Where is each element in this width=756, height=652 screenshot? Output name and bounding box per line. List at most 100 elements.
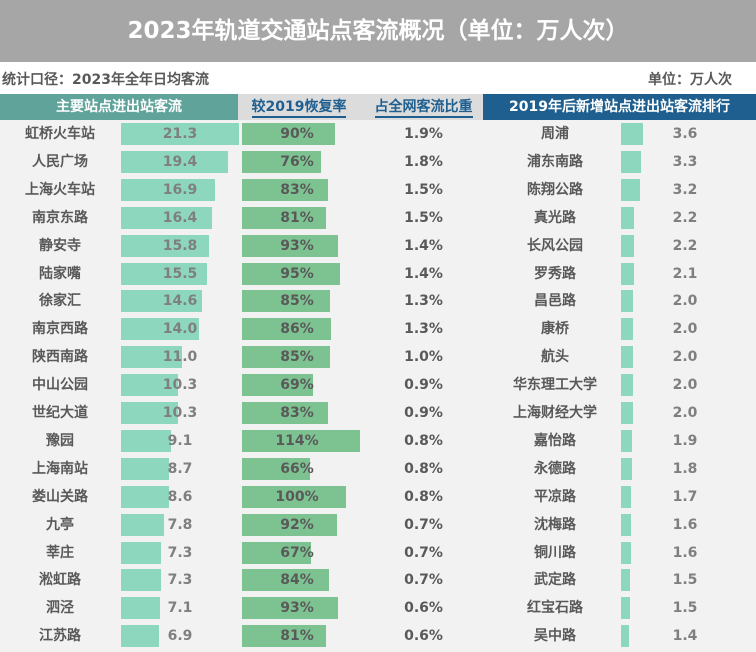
table-row: 上海火车站 16.9 83% 1.5% 陈翔公路 3.2: [0, 176, 756, 204]
recovery-value: 86%: [280, 321, 314, 338]
share-value: 0.8%: [404, 460, 443, 477]
share-value: 1.0%: [404, 349, 443, 366]
flow-value: 15.8: [162, 237, 198, 254]
table-row: 南京西路 14.0 86% 1.3% 康桥 2.0: [0, 315, 756, 343]
station-name: 娄山关路: [32, 488, 88, 505]
recovery-value: 81%: [280, 628, 314, 645]
recovery-value: 66%: [280, 460, 314, 477]
flow-bar: [121, 541, 162, 564]
new-station-name: 红宝石路: [527, 600, 583, 617]
share-value: 0.6%: [404, 628, 443, 645]
station-name: 陆家嘴: [39, 265, 81, 282]
new-station-name: 平凉路: [534, 488, 576, 505]
flow-bar: [121, 290, 202, 313]
new-flow-bar: [621, 457, 632, 480]
station-name: 世纪大道: [32, 405, 88, 421]
recovery-bar: [242, 541, 312, 564]
station-name: 徐家汇: [39, 293, 81, 310]
share-value: 0.7%: [404, 572, 443, 589]
page-title: 2023年轨道交通站点客流概况（单位：万人次）: [0, 0, 756, 62]
flow-value: 7.3: [167, 544, 193, 561]
recovery-bar: [242, 150, 321, 173]
flow-value: 10.3: [162, 405, 198, 421]
new-flow-bar: [621, 290, 633, 313]
station-name: 泗泾: [46, 600, 74, 617]
recovery-value: 114%: [275, 432, 319, 449]
share-value: 0.7%: [404, 516, 443, 533]
flow-value: 16.4: [162, 209, 198, 226]
station-name: 莘庄: [46, 544, 74, 561]
flow-bar: [121, 206, 212, 229]
new-flow-value: 2.0: [672, 293, 698, 310]
flow-bar: [121, 457, 170, 480]
new-flow-value: 1.5: [672, 572, 698, 589]
new-flow-value: 2.0: [672, 377, 698, 394]
new-flow-bar: [621, 625, 630, 648]
new-flow-bar: [621, 178, 641, 201]
share-value: 0.7%: [404, 544, 443, 561]
new-station-name: 铜川路: [534, 544, 576, 561]
new-station-name: 浦东南路: [527, 153, 583, 170]
new-flow-value: 1.7: [672, 488, 698, 505]
new-flow-bar: [621, 429, 633, 452]
flow-value: 10.3: [162, 377, 198, 394]
table-row: 泗泾 7.1 93% 0.6% 红宝石路 1.5: [0, 594, 756, 622]
recovery-value: 90%: [280, 126, 314, 142]
new-flow-value: 1.8: [672, 460, 698, 477]
flow-bar: [121, 123, 239, 145]
flow-bar: [121, 262, 207, 285]
table-row: 人民广场 19.4 76% 1.8% 浦东南路 3.3: [0, 148, 756, 176]
share-value: 0.9%: [404, 405, 443, 421]
table-row: 淞虹路 7.3 84% 0.7% 武定路 1.5: [0, 566, 756, 594]
new-flow-value: 1.5: [672, 600, 698, 617]
station-name: 南京东路: [32, 209, 88, 226]
station-name: 南京西路: [32, 321, 88, 338]
recovery-value: 93%: [280, 237, 314, 254]
new-station-name: 永德路: [534, 460, 576, 477]
share-value: 0.6%: [404, 600, 443, 617]
new-station-name: 上海财经大学: [513, 405, 597, 421]
recovery-value: 84%: [280, 572, 314, 589]
new-flow-bar: [621, 262, 634, 285]
share-value: 1.4%: [404, 237, 443, 254]
new-station-name: 航头: [541, 349, 569, 366]
recovery-bar: [242, 206, 326, 229]
table-row: 徐家汇 14.6 85% 1.3% 昌邑路 2.0: [0, 287, 756, 315]
flow-bar: [121, 429, 172, 452]
station-name: 人民广场: [32, 153, 88, 170]
new-flow-bar: [621, 485, 632, 508]
new-station-name: 吴中路: [534, 628, 576, 645]
new-station-name: 罗秀路: [534, 265, 576, 282]
header-share-label: 占全网客流比重: [374, 99, 473, 118]
recovery-value: 93%: [280, 600, 314, 617]
new-flow-bar: [621, 346, 633, 369]
recovery-value: 67%: [280, 544, 314, 561]
recovery-bar: [242, 262, 341, 285]
recovery-bar: [242, 178, 328, 201]
table-row: 九亭 7.8 92% 0.7% 沈梅路 1.6: [0, 511, 756, 539]
new-flow-value: 3.6: [672, 126, 698, 142]
share-value: 0.8%: [404, 432, 443, 449]
table-row: 江苏路 6.9 81% 0.6% 吴中路 1.4: [0, 622, 756, 650]
recovery-value: 69%: [280, 377, 314, 394]
new-station-name: 嘉怡路: [534, 432, 576, 449]
flow-value: 8.6: [167, 488, 193, 505]
flow-bar: [121, 513, 165, 536]
header-share: 占全网客流比重: [366, 94, 481, 120]
new-flow-bar: [621, 123, 643, 145]
table-row: 南京东路 16.4 81% 1.5% 真光路 2.2: [0, 204, 756, 232]
new-flow-bar: [621, 597, 630, 620]
station-name: 上海南站: [32, 460, 88, 477]
recovery-bar: [242, 123, 336, 145]
new-flow-value: 3.3: [672, 153, 698, 170]
station-name: 九亭: [46, 516, 74, 533]
new-flow-bar: [621, 234, 635, 257]
new-station-name: 陈翔公路: [527, 181, 583, 198]
subtitle: 统计口径：2023年全年日均客流: [2, 72, 209, 88]
recovery-value: 95%: [280, 265, 314, 282]
station-name: 江苏路: [39, 628, 81, 645]
flow-value: 7.3: [167, 572, 193, 589]
flow-bar: [121, 318, 199, 341]
new-flow-value: 2.1: [672, 265, 698, 282]
share-value: 1.8%: [404, 153, 443, 170]
